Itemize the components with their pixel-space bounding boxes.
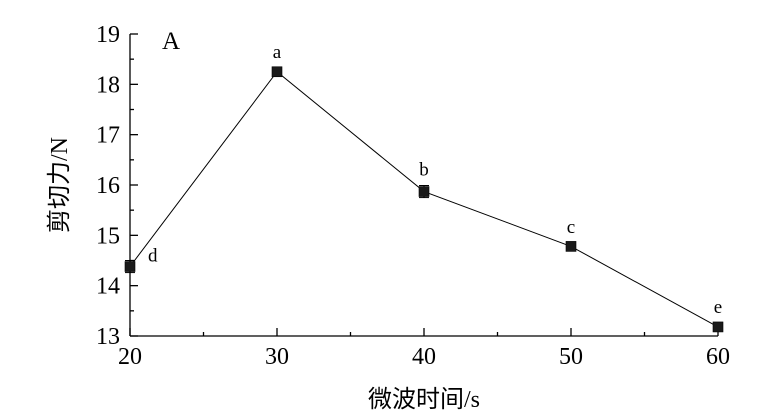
x-tick-label: 40 <box>412 344 436 370</box>
data-point <box>124 261 136 272</box>
panel-label: A <box>162 28 180 55</box>
data-point <box>271 66 283 78</box>
x-tick-label: 30 <box>265 344 289 370</box>
axes <box>129 34 718 337</box>
significance-label: a <box>273 42 282 63</box>
y-axis-title: 剪切力/N <box>46 137 73 233</box>
x-tick-label: 50 <box>559 344 583 370</box>
y-tick-label: 15 <box>96 223 120 249</box>
series-line <box>129 71 719 328</box>
x-tick-label: 20 <box>118 344 142 370</box>
x-axis-title: 微波时间/s <box>368 386 480 413</box>
y-tick-label: 19 <box>96 22 120 48</box>
significance-label: b <box>419 160 429 181</box>
y-tick-label: 18 <box>96 72 120 98</box>
significance-label: d <box>148 246 158 267</box>
significance-label: e <box>714 297 722 318</box>
significance-label: c <box>567 217 575 238</box>
data-point <box>418 186 430 197</box>
y-tick-label: 16 <box>96 173 120 199</box>
y-tick-label: 13 <box>96 324 120 350</box>
ticks: 13 14 15 16 17 18 19 20 30 40 50 60 <box>96 22 730 370</box>
x-tick-label: 60 <box>706 344 730 370</box>
y-tick-label: 17 <box>96 123 120 149</box>
plot-area: d a b c e <box>124 42 724 333</box>
data-point <box>712 321 724 333</box>
y-tick-label: 14 <box>96 274 120 300</box>
data-point <box>565 241 577 252</box>
